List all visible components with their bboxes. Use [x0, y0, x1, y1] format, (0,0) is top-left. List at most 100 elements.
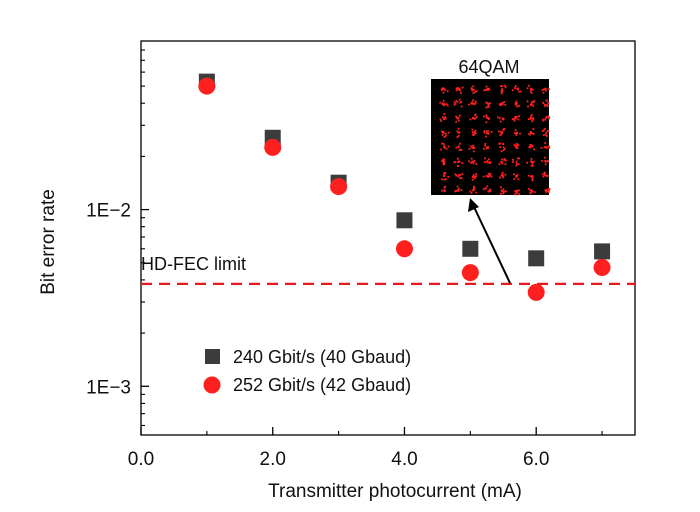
constellation-dot: [442, 91, 445, 94]
constellation-dot: [458, 98, 461, 101]
constellation-dot: [457, 146, 460, 149]
constellation-dot: [471, 102, 474, 104]
constellation-dot: [544, 189, 547, 192]
constellation-dot: [454, 173, 457, 176]
constellation-dot: [472, 85, 475, 88]
constellation-dot: [486, 132, 489, 135]
data-series: [198, 73, 611, 301]
constellation-dot: [501, 102, 503, 105]
constellation-dot: [444, 116, 447, 119]
constellation-dot: [486, 160, 489, 163]
constellation-dot: [531, 160, 534, 163]
constellation-dot: [514, 145, 517, 148]
constellation-dot: [474, 176, 476, 178]
constellation-dot: [500, 150, 503, 153]
constellation-dot: [474, 114, 477, 117]
constellation-dot: [471, 128, 474, 131]
constellation-dot: [501, 171, 504, 174]
constellation-dot: [442, 158, 444, 161]
constellation-dot: [443, 175, 446, 178]
constellation-dot: [532, 160, 535, 163]
constellation-dot: [516, 132, 518, 135]
constellation-dot: [513, 117, 516, 120]
constellation-dot: [547, 191, 550, 194]
constellation-dot: [442, 160, 445, 163]
constellation-dot: [442, 99, 445, 102]
constellation-dot: [542, 134, 545, 136]
constellation-dot: [440, 148, 442, 151]
constellation-dot: [486, 130, 488, 133]
constellation-dot: [502, 143, 504, 146]
constellation-dot: [530, 116, 533, 119]
constellation-dot: [515, 145, 518, 148]
constellation-dot: [444, 172, 447, 174]
constellation-dot: [457, 87, 459, 89]
x-tick-label: 2.0: [260, 449, 286, 470]
constellation-dot: [441, 116, 444, 118]
constellation-dot: [511, 89, 514, 92]
constellation-dot: [544, 133, 547, 136]
constellation-dot: [526, 161, 529, 164]
constellation-dot: [500, 133, 503, 135]
constellation-dot: [501, 131, 504, 134]
constellation-dot: [516, 142, 519, 145]
constellation-dot: [532, 133, 535, 135]
constellation-dot: [529, 143, 532, 146]
constellation-dot: [501, 88, 503, 91]
data-point-circle: [264, 138, 282, 156]
constellation-dot: [457, 131, 460, 134]
x-axis-ticks: 0.0 2.0 4.0 6.0: [128, 427, 603, 470]
constellation-points: [439, 84, 551, 196]
constellation-dot: [457, 127, 460, 130]
constellation-dot: [544, 118, 546, 121]
constellation-dot: [459, 142, 461, 145]
constellation-dot: [531, 103, 533, 106]
constellation-dot: [485, 132, 488, 135]
constellation-dot: [473, 117, 476, 120]
constellation-dot: [541, 130, 544, 133]
constellation-dot: [499, 85, 502, 87]
constellation-dot: [446, 90, 449, 92]
constellation-dot: [457, 165, 459, 167]
constellation-dot: [472, 92, 475, 95]
constellation-dot: [514, 190, 516, 193]
constellation-dot: [499, 120, 502, 123]
constellation-dot: [443, 172, 446, 174]
constellation-dot: [467, 103, 470, 106]
constellation-dot: [485, 101, 488, 104]
constellation-dot: [503, 190, 506, 193]
constellation-dot: [457, 157, 459, 160]
constellation-dot: [530, 114, 533, 116]
constellation-dot: [488, 88, 491, 91]
constellation-dot: [484, 144, 487, 147]
constellation-dot: [454, 190, 457, 192]
constellation-dot: [445, 147, 448, 150]
constellation-dot: [547, 129, 550, 132]
constellation-dot: [472, 189, 475, 192]
constellation-dot: [546, 105, 549, 107]
constellation-dot: [472, 99, 475, 102]
constellation-dot: [453, 103, 456, 106]
arrow-head: [468, 198, 479, 212]
constellation-dot: [474, 102, 477, 105]
constellation-dot: [530, 160, 532, 163]
constellation-dot: [547, 188, 550, 190]
constellation-dot: [444, 146, 446, 149]
constellation-dot: [490, 175, 493, 178]
constellation-dot: [546, 99, 549, 102]
constellation-dot: [488, 102, 491, 104]
constellation-dot: [530, 115, 532, 118]
constellation-dot: [529, 104, 532, 107]
constellation-dot: [530, 164, 533, 167]
constellation-dot: [461, 162, 464, 165]
constellation-dot: [458, 187, 460, 190]
constellation-dot: [472, 133, 475, 136]
constellation-dot: [441, 103, 444, 106]
constellation-dot: [545, 135, 548, 137]
constellation-dot: [516, 190, 518, 193]
constellation-dot: [497, 116, 499, 119]
constellation-dot: [456, 136, 459, 138]
constellation-dot: [457, 119, 460, 122]
constellation-dot: [516, 88, 519, 91]
constellation-dot: [486, 87, 489, 90]
